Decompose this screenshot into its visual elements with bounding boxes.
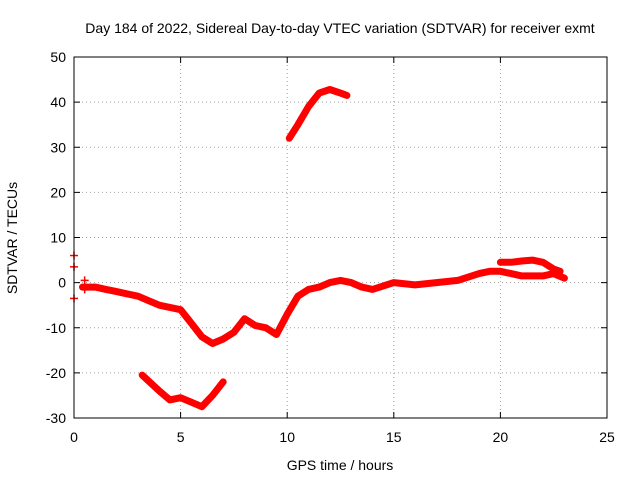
data-point (306, 286, 311, 292)
data-point (167, 397, 173, 403)
data-point (167, 304, 173, 310)
data-point (316, 284, 322, 290)
data-point (178, 395, 184, 401)
ticks: 0 5 10 15 20 25 -30 -20 -10 0 10 20 30 40 50 (46, 49, 615, 445)
data-point (359, 284, 365, 290)
data-point (146, 298, 152, 304)
data-point (220, 379, 226, 385)
plot-frame (73, 56, 608, 419)
y-tick-label: -20 (46, 365, 66, 381)
data-point (529, 257, 535, 263)
series-layer (79, 86, 568, 411)
data-point (103, 286, 109, 292)
grid (74, 57, 607, 418)
x-tick-label: 25 (599, 429, 615, 445)
data-point (487, 268, 493, 274)
plus-marker (80, 285, 89, 294)
data-point (561, 275, 567, 281)
y-tick-label: 10 (50, 230, 66, 246)
y-tick-label: -10 (46, 320, 66, 336)
data-point (178, 307, 184, 313)
data-point (274, 332, 279, 337)
series-upper-arc (285, 86, 351, 142)
data-point (476, 271, 482, 277)
y-tick-label: 20 (50, 184, 66, 200)
data-point (344, 92, 350, 98)
y-tick-label: 50 (50, 49, 66, 65)
data-point (210, 341, 216, 346)
chart-title: Day 184 of 2022, Sidereal Day-to-day VTE… (85, 20, 594, 36)
x-tick-label: 5 (177, 429, 185, 445)
data-point (284, 311, 290, 317)
y-tick-label: -30 (46, 410, 66, 426)
data-point (540, 273, 546, 279)
data-point (220, 336, 226, 342)
data-point (338, 90, 343, 96)
data-point (92, 284, 98, 290)
data-point (252, 323, 258, 328)
x-tick-label: 15 (386, 429, 402, 445)
data-point (391, 280, 397, 286)
data-point (519, 258, 525, 264)
data-point (497, 268, 503, 274)
data-point (295, 293, 301, 299)
data-point (263, 325, 269, 331)
y-axis-label: SDTVAR / TECUs (4, 182, 20, 294)
data-point (199, 334, 205, 340)
data-point (139, 372, 145, 378)
data-point (433, 280, 439, 286)
data-point (295, 122, 301, 128)
data-point (497, 259, 503, 265)
plus-marker (80, 276, 89, 285)
data-point (156, 388, 162, 394)
x-tick-label: 20 (493, 429, 509, 445)
data-point (327, 280, 333, 286)
data-point (370, 286, 375, 292)
x-axis-label: GPS time / hours (287, 457, 394, 473)
data-point (455, 277, 461, 283)
data-point (135, 293, 141, 299)
data-point (327, 87, 333, 92)
data-point (551, 266, 557, 272)
data-point (348, 280, 354, 286)
data-point (242, 316, 248, 322)
data-point (316, 90, 322, 96)
data-point (508, 271, 514, 277)
data-point (199, 404, 205, 410)
marker-layer (70, 251, 89, 303)
data-point (508, 259, 514, 265)
data-point (306, 104, 311, 110)
y-tick-label: 40 (50, 94, 66, 110)
data-point (114, 289, 120, 295)
data-point (156, 302, 162, 308)
y-tick-label: 30 (50, 139, 66, 155)
data-point (412, 282, 418, 288)
data-point (557, 268, 563, 274)
data-point (188, 399, 194, 405)
data-point (529, 273, 535, 279)
data-point (519, 273, 525, 279)
x-tick-label: 0 (70, 429, 78, 445)
data-point (286, 135, 292, 141)
data-point (188, 320, 194, 326)
data-point (124, 291, 130, 297)
data-point (540, 259, 546, 265)
data-point (231, 329, 237, 335)
data-point (80, 284, 85, 290)
data-point (338, 277, 343, 283)
y-tick-label: 0 (58, 275, 66, 291)
data-point (210, 392, 216, 398)
series-lower-arc (138, 371, 227, 411)
x-tick-label: 10 (279, 429, 295, 445)
